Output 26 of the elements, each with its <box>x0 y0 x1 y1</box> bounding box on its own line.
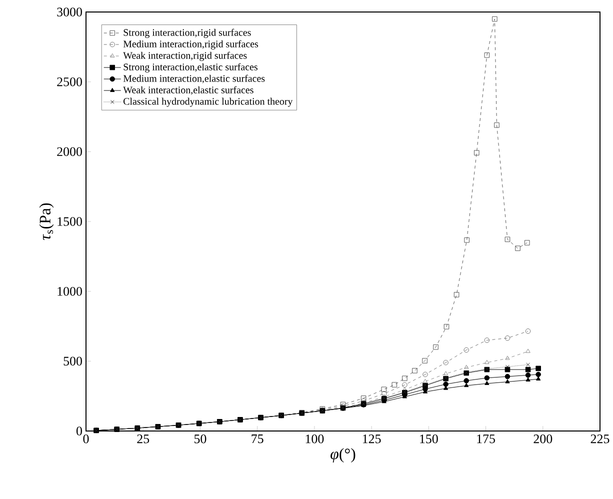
y-tick-label: 0 <box>76 426 82 436</box>
legend-label: Medium interaction,elastic surfaces <box>123 74 265 84</box>
x-tick-label: 75 <box>252 434 264 444</box>
legend-label: Weak interaction,elastic surfaces <box>123 86 254 95</box>
x-tick-label: 50 <box>194 434 206 444</box>
legend-label: Strong interaction,rigid surfaces <box>124 28 251 38</box>
y-tick-label: 2000 <box>57 147 82 156</box>
y-tick-label: 3000 <box>57 8 82 16</box>
y-tick-label: 500 <box>64 356 82 366</box>
x-tick-label: 25 <box>137 434 150 444</box>
legend-label: Weak interaction,rigid surfaces <box>123 52 247 61</box>
x-axis-title: φ(°) <box>330 448 356 463</box>
x-tick-label: 0 <box>83 434 89 444</box>
x-tick-label: 225 <box>590 434 610 444</box>
y-tick-label: 1000 <box>58 286 82 296</box>
y-axis-title: τ$_{s}$(Pa) <box>39 203 54 240</box>
y-tick-label: 2500 <box>57 77 82 86</box>
x-tick-label: 100 <box>306 434 324 444</box>
legend-label: Classical hydrodynamic lubrication theory <box>124 98 293 107</box>
x-tick-label: 175 <box>477 434 495 444</box>
legend-label: Strong interaction,elastic surfaces <box>124 63 258 72</box>
x-tick-label: 125 <box>362 434 381 444</box>
x-tick-label: 150 <box>420 434 438 444</box>
y-tick-label: 1500 <box>58 217 82 226</box>
x-tick-label: 200 <box>534 434 552 444</box>
legend-label: Medium interaction,rigid surfaces <box>123 40 258 50</box>
